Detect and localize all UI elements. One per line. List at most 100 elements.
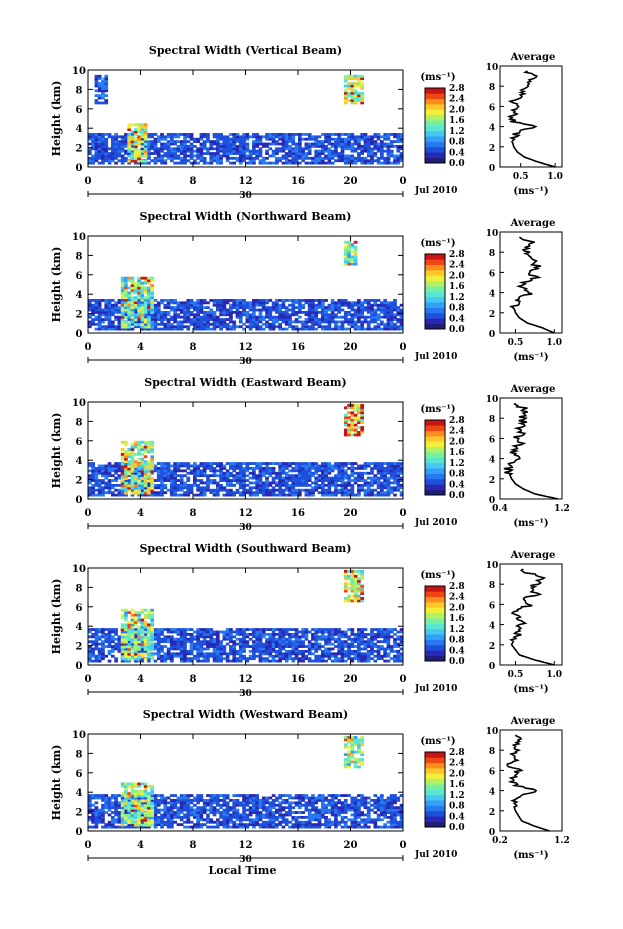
heatmap-cell (189, 149, 194, 153)
heatmap-cell (252, 315, 256, 319)
heatmap-cell (334, 654, 338, 658)
heatmap-cell (199, 654, 204, 658)
heatmap-cell (133, 298, 138, 302)
heatmap-cell (212, 135, 217, 139)
heatmap-cell (88, 469, 92, 473)
heatmap-cell (94, 474, 99, 478)
heatmap-cell (183, 481, 187, 485)
heatmap-cell (389, 645, 394, 648)
heatmap-cell (127, 154, 132, 158)
heatmap-cell (147, 276, 151, 280)
heatmap-cell (130, 298, 135, 302)
heatmap-cell (288, 488, 292, 492)
heatmap-cell (94, 483, 99, 487)
heatmap-cell (281, 306, 286, 310)
heatmap-cell (380, 474, 384, 478)
heatmap-cell (399, 156, 404, 160)
heatmap-cell (130, 123, 135, 127)
heatmap-cell (193, 144, 197, 148)
heatmap-cell (127, 161, 132, 165)
heatmap-cell (268, 469, 273, 473)
heatmap-cell (133, 323, 138, 327)
heatmap-cell (110, 649, 115, 653)
heatmap-cell (232, 325, 237, 329)
heatmap-cell (183, 310, 187, 314)
heatmap-cell (143, 301, 148, 305)
heatmap-cell (94, 493, 99, 497)
heatmap-cell (376, 469, 381, 473)
heatmap-cell (327, 469, 332, 473)
heatmap-cell (383, 313, 387, 317)
heatmap-cell (291, 161, 296, 165)
heatmap-cell (133, 123, 138, 127)
heatmap-cell (183, 142, 187, 146)
heatmap-cell (330, 315, 335, 319)
heatmap-cell (143, 298, 148, 302)
heatmap-cell (330, 137, 335, 141)
heatmap-cell (143, 474, 148, 478)
heatmap-cell (238, 135, 243, 139)
heatmap-cell (163, 299, 168, 302)
heatmap-cell (104, 466, 109, 470)
heatmap-cell (320, 318, 325, 321)
heatmap-cell (124, 325, 128, 329)
heatmap-cell (281, 481, 286, 485)
heatmap-cell (271, 647, 276, 651)
heatmap-cell (219, 652, 223, 656)
heatmap-cell (183, 147, 187, 151)
heatmap-cell (110, 303, 115, 307)
heatmap-cell (137, 445, 141, 449)
heatmap-cell (399, 479, 404, 482)
heatmap-cell (94, 156, 99, 160)
heatmap-cell (386, 310, 391, 314)
heatmap-cell (350, 161, 355, 165)
heatmap-cell (386, 464, 391, 468)
heatmap-cell (150, 142, 155, 146)
heatmap-cell (301, 464, 305, 468)
heatmap-cell (215, 161, 220, 165)
heatmap-cell (340, 137, 345, 141)
heatmap-cell (360, 479, 365, 482)
heatmap-cell (150, 140, 155, 144)
heatmap-cell (389, 301, 394, 305)
heatmap-cell (363, 488, 368, 492)
heatmap-cell (140, 128, 145, 132)
heatmap-cell (212, 147, 217, 151)
heatmap-cell (340, 493, 345, 497)
heatmap-cell (317, 645, 322, 648)
heatmap-cell (104, 632, 109, 636)
heatmap-cell (212, 493, 217, 497)
heatmap-cell (320, 147, 325, 151)
heatmap-cell (193, 642, 197, 646)
heatmap-cell (248, 476, 253, 480)
heatmap-cell (343, 154, 348, 158)
heatmap-cell (304, 137, 309, 141)
heatmap-cell (389, 313, 394, 317)
heatmap-cell (97, 84, 102, 88)
heatmap-cell (353, 260, 358, 264)
heatmap-cell (88, 313, 92, 317)
heatmap-cell (307, 133, 312, 136)
heatmap-cell (317, 303, 322, 307)
heatmap-cell (222, 306, 227, 310)
heatmap-cell (288, 147, 292, 151)
heatmap-cell (160, 322, 164, 326)
heatmap-cell (97, 469, 102, 473)
heatmap-cell (366, 306, 371, 310)
heatmap-cell (317, 464, 322, 468)
heatmap-cell (320, 628, 325, 631)
heatmap-cell (127, 628, 132, 632)
heatmap-cell (363, 159, 368, 163)
heatmap-cell (110, 630, 115, 634)
heatmap-cell (350, 632, 355, 636)
heatmap-cell (294, 491, 299, 495)
heatmap-cell (343, 486, 348, 490)
heatmap-cell (170, 630, 174, 634)
heatmap-cell (301, 299, 305, 302)
colorbar-swatch (425, 157, 445, 164)
heatmap-cell (127, 643, 132, 646)
heatmap-cell (130, 491, 135, 495)
heatmap-cell (343, 140, 348, 144)
heatmap-cell (258, 474, 263, 478)
heatmap-cell (120, 452, 125, 456)
